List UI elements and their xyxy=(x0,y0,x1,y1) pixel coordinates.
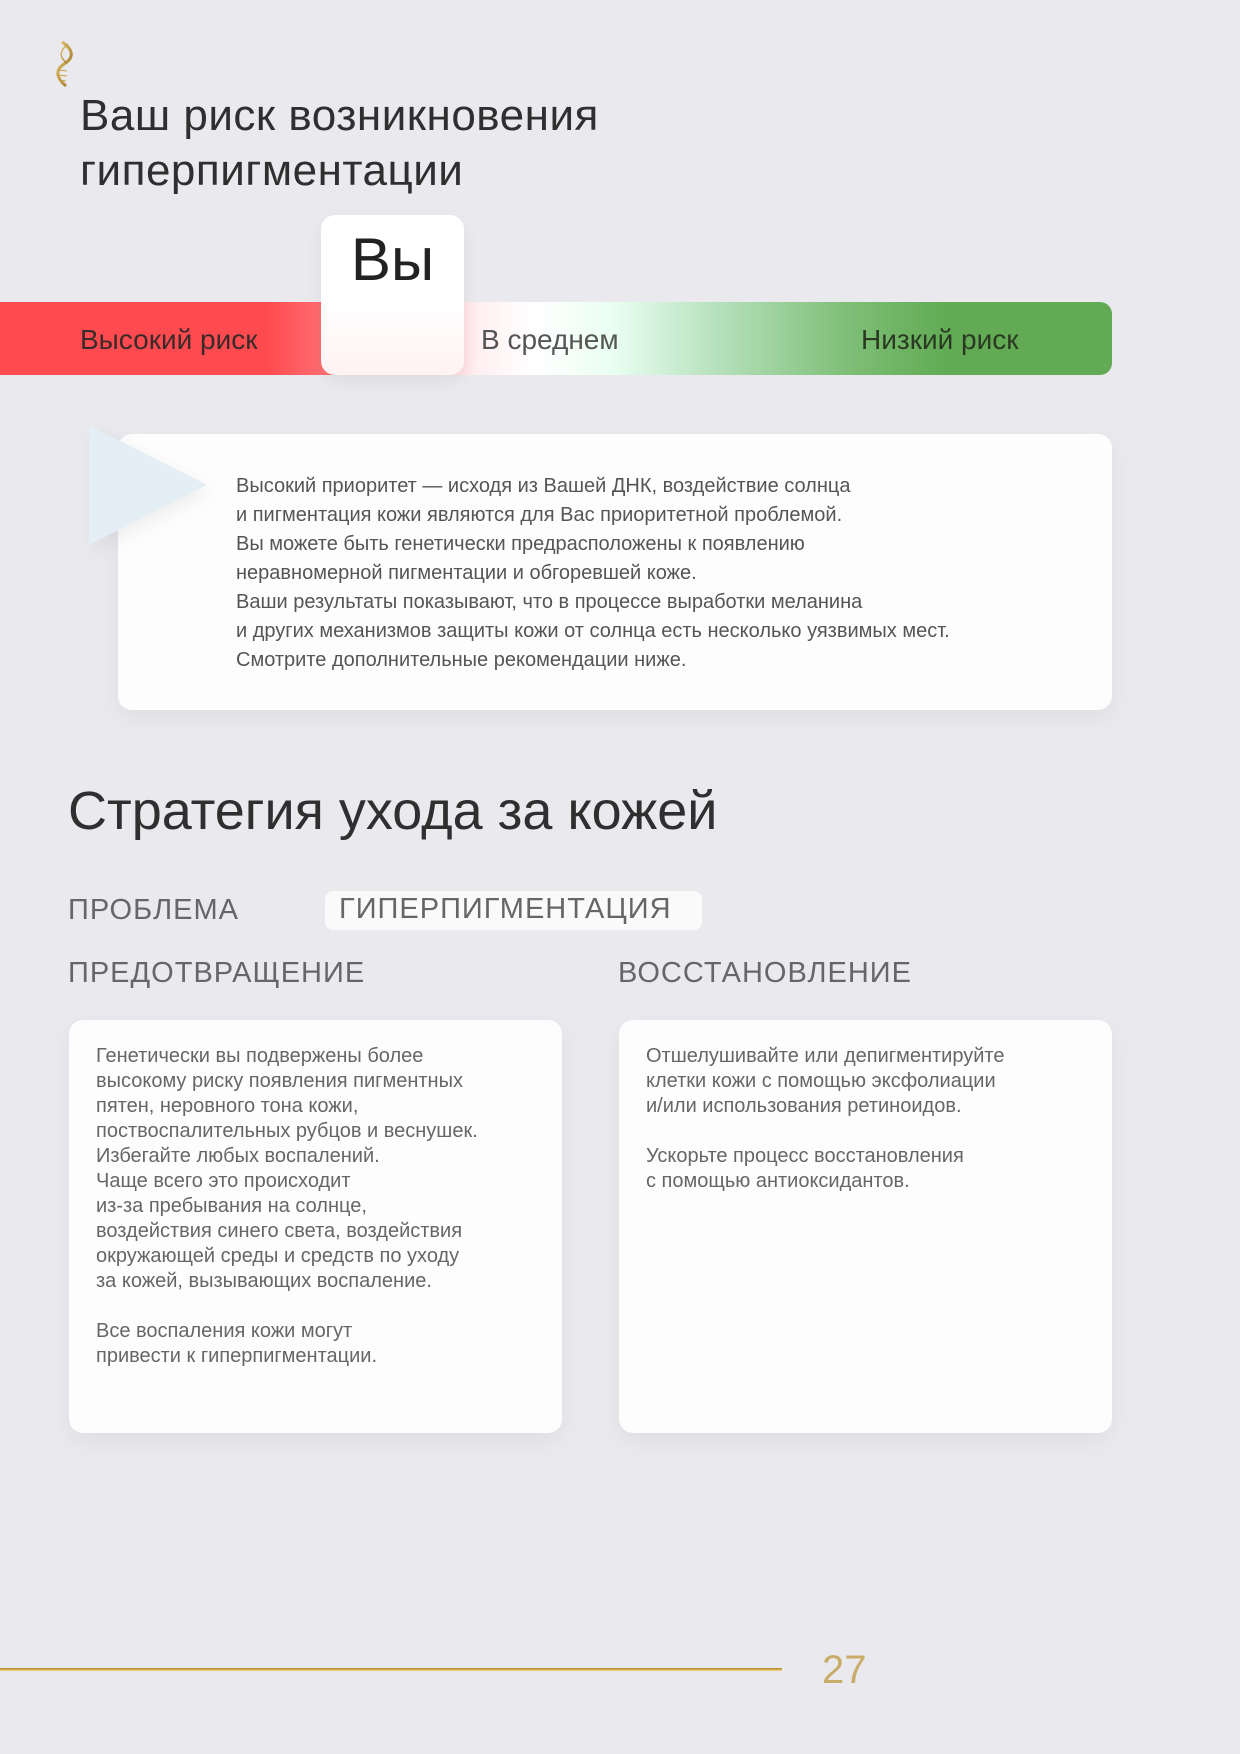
prevention-text: Генетически вы подвержены более высокому … xyxy=(96,1044,478,1394)
recovery-card: Отшелушивайте или депигментируйте клетки … xyxy=(619,1020,1112,1433)
prevention-label: ПРЕДОТВРАЩЕНИЕ xyxy=(68,957,366,989)
text-line: Все воспаления кожи могут xyxy=(96,1320,353,1342)
result-line: и пигментация кожи являются для Вас прио… xyxy=(236,504,843,526)
text-line: из-за пребывания на солнце, xyxy=(96,1195,367,1217)
title-line: Ваш риск возникновения xyxy=(80,91,599,140)
paragraph: Все воспаления кожи могут привести к гипе… xyxy=(96,1319,478,1369)
text-line: поствоспалительных рубцов и веснушек. xyxy=(96,1120,478,1142)
text-line: воздействия синего света, воздействия xyxy=(96,1220,463,1242)
dna-logo-icon xyxy=(56,40,73,88)
paragraph: Отшелушивайте или депигментируйте клетки … xyxy=(646,1044,1004,1119)
result-text: Высокий приоритет — исходя из Вашей ДНК,… xyxy=(236,472,950,675)
triangle-pointer-icon xyxy=(89,425,207,545)
text-line: и/или использования ретиноидов. xyxy=(646,1095,962,1117)
recovery-text: Отшелушивайте или депигментируйте клетки … xyxy=(646,1044,1004,1219)
text-line: клетки кожи с помощью эксфолиации xyxy=(646,1070,996,1092)
text-line: Отшелушивайте или депигментируйте xyxy=(646,1045,1005,1067)
prevention-card: Генетически вы подвержены более высокому … xyxy=(69,1020,562,1433)
text-line: Генетически вы подвержены более xyxy=(96,1045,424,1067)
result-line: Высокий приоритет — исходя из Вашей ДНК,… xyxy=(236,475,851,497)
recovery-label: ВОССТАНОВЛЕНИЕ xyxy=(618,957,912,989)
problem-badge: ГИПЕРПИГМЕНТАЦИЯ xyxy=(325,891,702,930)
text-line: пятен, неровного тона кожи, xyxy=(96,1095,359,1117)
problem-label: ПРОБЛЕМА xyxy=(68,894,240,926)
text-line: привести к гиперпигментации. xyxy=(96,1345,378,1367)
you-marker-label: Вы xyxy=(350,226,435,293)
page-number: 27 xyxy=(822,1648,867,1692)
text-line: Чаще всего это происходит xyxy=(96,1170,351,1192)
result-line: неравномерной пигментации и обгоревшей к… xyxy=(236,562,697,584)
low-risk-label: Низкий риск xyxy=(861,324,1019,355)
paragraph: Ускорьте процесс восстановления с помощью… xyxy=(646,1144,1004,1194)
text-line: за кожей, вызывающих воспаление. xyxy=(96,1270,432,1292)
text-line: высокому риску появления пигментных xyxy=(96,1070,463,1092)
title-line: гиперпигментации xyxy=(80,146,464,195)
section-title: Стратегия ухода за кожей xyxy=(68,781,718,841)
text-line: окружающей среды и средств по уходу xyxy=(96,1245,460,1267)
result-line: Вы можете быть генетически предрасположе… xyxy=(236,533,805,555)
result-line: Ваши результаты показывают, что в процес… xyxy=(236,591,863,613)
high-risk-label: Высокий риск xyxy=(80,324,258,355)
you-marker: Вы xyxy=(321,215,464,375)
footer-divider xyxy=(0,1668,782,1671)
result-card xyxy=(118,434,1112,710)
paragraph: Генетически вы подвержены более высокому … xyxy=(96,1044,478,1294)
text-line: Избегайте любых воспалений. xyxy=(96,1145,380,1167)
text-line: с помощью антиоксидантов. xyxy=(646,1170,910,1192)
result-line: Смотрите дополнительные рекомендации ниж… xyxy=(236,649,687,671)
risk-scale-bar xyxy=(0,302,1112,375)
problem-value: ГИПЕРПИГМЕНТАЦИЯ xyxy=(339,893,672,925)
page-title: Ваш риск возникновения гиперпигментации xyxy=(80,88,599,198)
text-line: Ускорьте процесс восстановления xyxy=(646,1145,964,1167)
average-risk-label: В среднем xyxy=(481,324,619,355)
result-line: и других механизмов защиты кожи от солнц… xyxy=(236,620,950,642)
